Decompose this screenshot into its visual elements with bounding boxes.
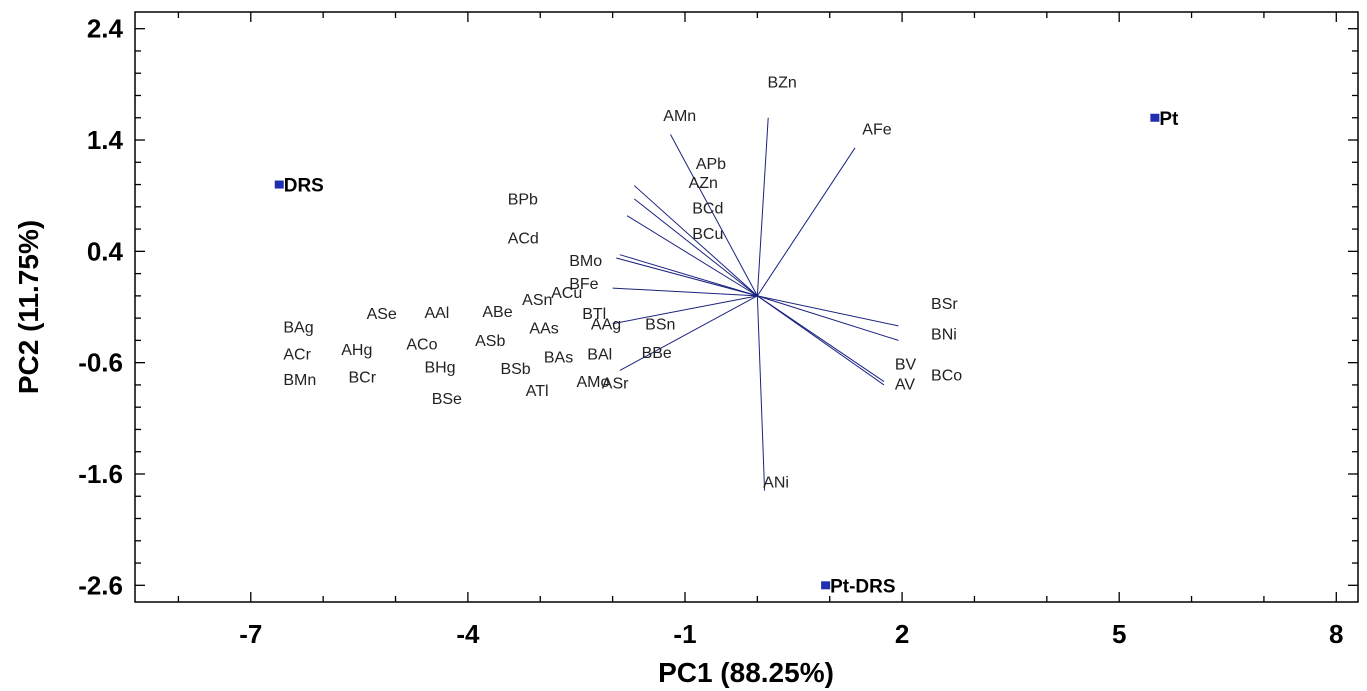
variable-label-amn: AMn: [663, 108, 696, 125]
loading-vector-av: [757, 295, 885, 386]
loading-vector-bzn: [756, 117, 769, 296]
y-tick-label: -2.6: [78, 570, 123, 600]
variable-label-acr: ACr: [283, 346, 311, 363]
variable-label-abe: ABe: [482, 304, 512, 321]
x-tick-label: 2: [895, 619, 909, 649]
x-tick-label: -4: [456, 619, 480, 649]
variable-label-azn: AZn: [689, 175, 718, 192]
y-axis-title: PC2 (11.75%): [13, 220, 44, 394]
variable-label-bas: BAs: [544, 350, 573, 367]
loading-vector-amn: [670, 134, 758, 297]
variable-label-aco: ACo: [406, 336, 437, 353]
observation-label-pt: Pt: [1159, 109, 1179, 130]
variable-label-bcr: BCr: [348, 370, 376, 387]
x-axis-title: PC1 (88.25%): [658, 657, 834, 688]
variable-label-bni: BNi: [931, 326, 957, 343]
x-tick-label: -7: [239, 619, 262, 649]
variable-label-bsr: BSr: [931, 296, 958, 313]
observation-label-pt-drs: Pt-DRS: [830, 576, 895, 597]
x-tick-label: -1: [673, 619, 696, 649]
y-tick-label: 0.4: [87, 236, 124, 266]
variable-label-aag: AAg: [591, 316, 621, 333]
variable-label-bcd: BCd: [692, 200, 723, 217]
variable-label-bhg: BHg: [424, 360, 455, 377]
variable-label-bpb: BPb: [508, 192, 538, 209]
loading-vector-amo: [619, 295, 758, 371]
y-tick-labels: 2.4 1.4 0.4 -0.6 -1.6 -2.6: [78, 14, 123, 601]
observation-point-pt-drs: [821, 581, 831, 590]
y-tick-label: -1.6: [78, 459, 123, 489]
variable-label-amo: AMo: [576, 374, 609, 391]
variable-label-bcu: BCu: [692, 226, 723, 243]
y-tick-label: -0.6: [78, 348, 123, 378]
variable-label-bag: BAg: [283, 320, 313, 337]
variable-label-bfe: BFe: [569, 276, 598, 293]
variable-label-acd: ACd: [508, 231, 539, 248]
variable-label-ani: ANi: [763, 474, 789, 491]
loading-vectors: [612, 117, 899, 491]
loading-vector-bfe: [612, 287, 758, 297]
loading-vector-ani: [756, 295, 766, 491]
variable-label-asr: ASr: [602, 375, 629, 392]
variable-label-bmn: BMn: [283, 372, 316, 389]
variable-label-bv: BV: [895, 356, 917, 373]
x-tick-labels: -7 -4 -1 2 5 8: [239, 619, 1343, 649]
y-tick-label: 1.4: [87, 125, 124, 155]
observation-label-drs: DRS: [284, 176, 324, 197]
x-tick-label: 5: [1112, 619, 1126, 649]
loading-vector-bcd: [626, 215, 758, 297]
loading-vector-bcu: [619, 254, 758, 297]
variable-label-bal: BAl: [587, 346, 612, 363]
variable-label-aas: AAs: [529, 321, 558, 338]
variable-label-bsb: BSb: [500, 361, 530, 378]
variable-label-afe: AFe: [862, 121, 891, 138]
x-tick-label: 8: [1329, 619, 1343, 649]
variable-label-bmo: BMo: [569, 253, 602, 270]
observation-points: DRS Pt Pt-DRS: [274, 109, 1179, 597]
variable-label-bco: BCo: [931, 367, 962, 384]
loading-vector-apb: [633, 185, 758, 297]
variable-label-atl: ATl: [526, 383, 549, 400]
variable-label-bzn: BZn: [767, 75, 796, 92]
loading-vector-afe: [756, 147, 856, 297]
variable-label-acu: ACu: [551, 285, 582, 302]
loading-vector-bsr: [757, 295, 899, 327]
loading-vector-bni: [757, 295, 899, 341]
observation-point-pt: [1150, 113, 1160, 122]
plot-area: [134, 11, 1359, 603]
variable-label-apb: APb: [696, 156, 726, 173]
loading-vector-btl: [612, 295, 758, 325]
variable-label-btl: BTl: [582, 306, 606, 323]
axis-ticks: [135, 12, 1358, 602]
observation-point-drs: [274, 180, 284, 189]
variable-label-av: AV: [895, 376, 915, 393]
variable-label-aal: AAl: [424, 305, 449, 322]
variable-label-bbe: BBe: [642, 345, 672, 362]
loading-vector-azn: [634, 198, 758, 297]
variable-label-asb: ASb: [475, 333, 505, 350]
y-tick-label: 2.4: [87, 14, 124, 44]
variable-label-asn: ASn: [522, 292, 552, 309]
variable-label-ase: ASe: [367, 306, 397, 323]
variable-label-bsn: BSn: [645, 316, 675, 333]
variable-label-bse: BSe: [432, 391, 462, 408]
loading-vector-bmo: [616, 257, 758, 297]
variable-label-ahg: AHg: [341, 342, 372, 359]
